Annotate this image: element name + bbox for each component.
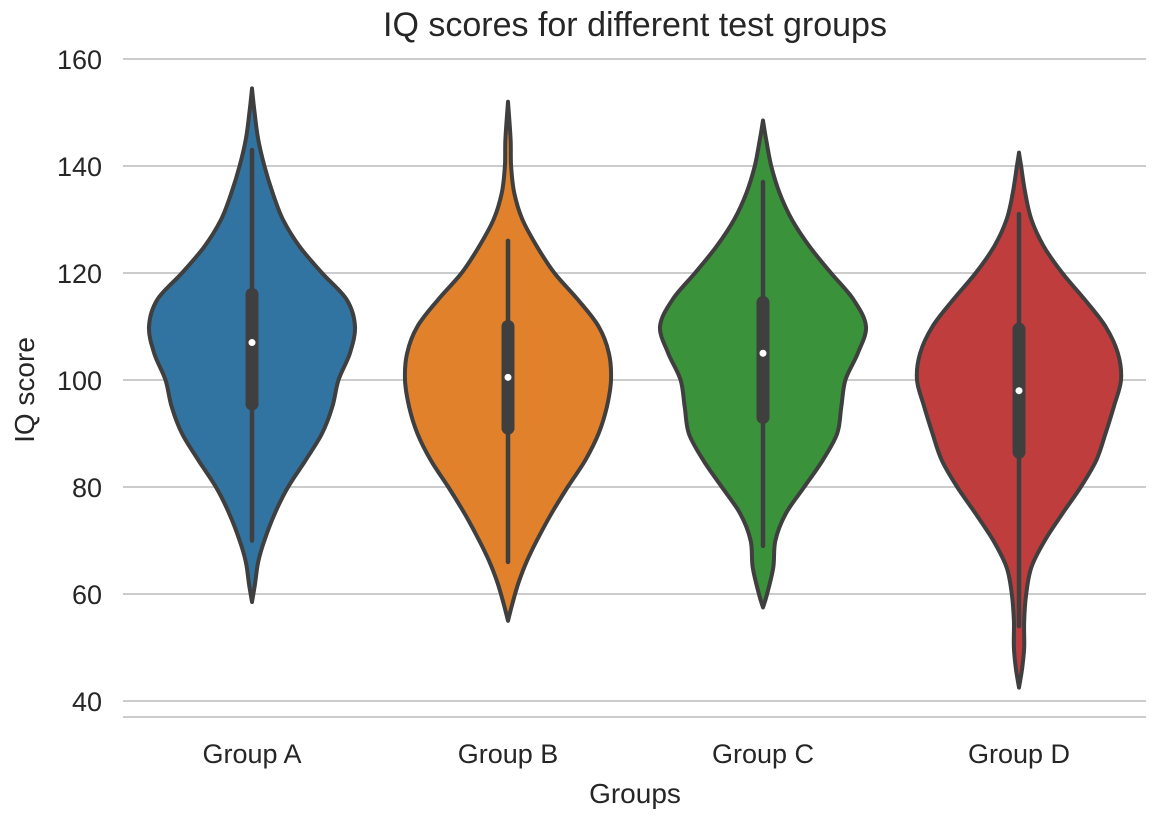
y-tick-label: 160 [57, 45, 102, 75]
violin-median-point [248, 339, 256, 347]
y-tick-label: 140 [57, 152, 102, 182]
x-tick-label: Group C [712, 739, 814, 769]
violin-median-point [759, 349, 767, 357]
x-tick-label: Group A [202, 739, 301, 769]
y-tick-label: 120 [57, 259, 102, 289]
y-tick-label: 100 [57, 366, 102, 396]
y-tick-label: 80 [72, 473, 102, 503]
violin-layer [146, 86, 1124, 690]
axis-layer: 40 60 80 100 120 140 160 Group A Group B Group C G… [57, 45, 1070, 769]
x-tick-label: Group D [968, 739, 1070, 769]
chart-title: IQ scores for different test groups [383, 6, 887, 44]
violin-median-point [504, 373, 512, 381]
violin-median-point [1015, 387, 1023, 395]
y-tick-label: 60 [72, 580, 102, 610]
y-axis-label: IQ score [9, 337, 40, 443]
x-axis-label: Groups [589, 778, 681, 809]
x-tick-label: Group B [458, 739, 559, 769]
y-tick-label: 40 [72, 687, 102, 717]
